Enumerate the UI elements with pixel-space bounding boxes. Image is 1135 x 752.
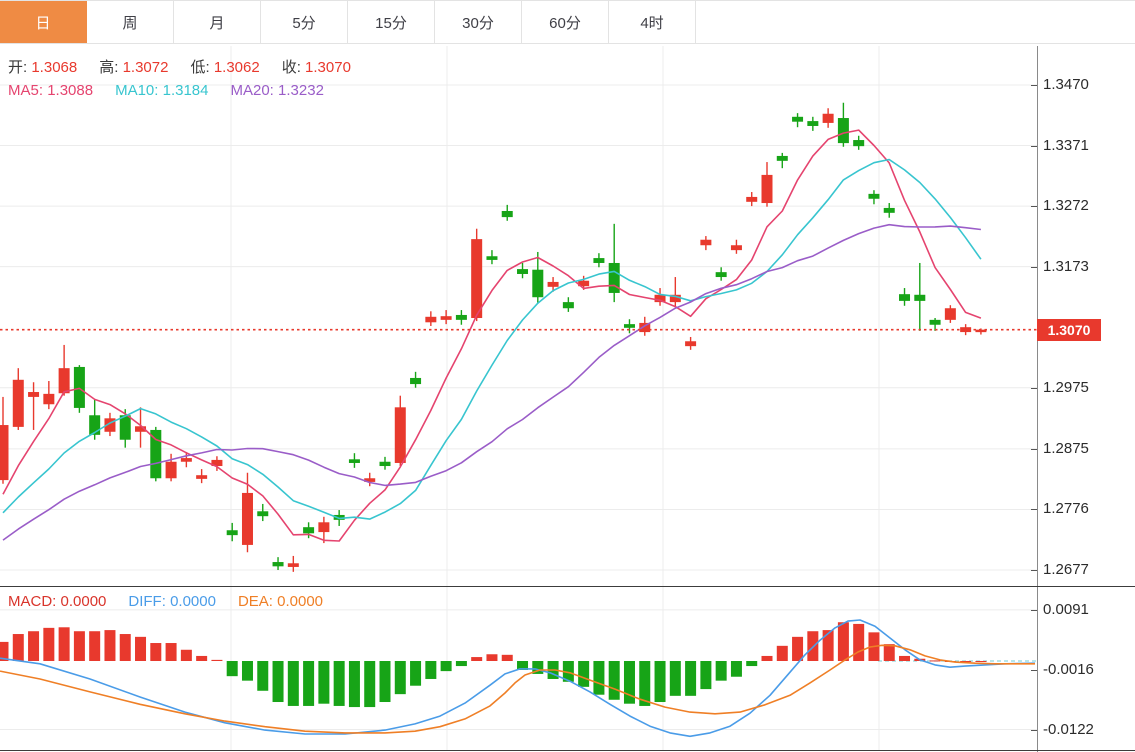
ma-legend: MA5: 1.3088 MA10: 1.3184 MA20: 1.3232	[8, 82, 346, 99]
tab-月[interactable]: 月	[174, 1, 261, 43]
legend-item: MA20: 1.3232	[230, 82, 324, 99]
price-label-1.2975: 1.2975	[1043, 378, 1089, 396]
tab-30分[interactable]: 30分	[435, 1, 522, 43]
gridlines	[0, 46, 1037, 750]
ma20-line	[2, 223, 981, 541]
axis-tick	[1031, 387, 1037, 389]
axis-tick	[1031, 448, 1037, 450]
axis-tick	[1031, 570, 1037, 571]
tab-5分[interactable]: 5分	[261, 1, 348, 43]
tab-60分[interactable]: 60分	[522, 1, 609, 43]
axis-tick	[1031, 145, 1037, 147]
legend-item: DIFF: 0.0000	[128, 593, 216, 610]
legend-item: 开: 1.3068	[8, 59, 78, 76]
legend-item: MA10: 1.3184	[115, 82, 209, 99]
price-axis-line	[1037, 46, 1038, 752]
timeframe-tabbar: 日周月 5分 15分 30分 60分 4时	[0, 0, 1135, 44]
price-label-1.3470: 1.3470	[1043, 76, 1089, 93]
tab-4时[interactable]: 4时	[609, 1, 696, 43]
dea-line	[0, 644, 1035, 734]
chart-area[interactable]: 开: 1.3068 高: 1.3072 低: 1.3062 收: 1.3070 MA5…	[0, 44, 1135, 752]
price-label-1.2875: 1.2875	[1043, 439, 1089, 457]
macd-label-0.0091: 0.0091	[1043, 600, 1089, 618]
macd-label--0.0016: -0.0016	[1043, 660, 1094, 678]
current-price-badge: 1.3070	[1037, 318, 1101, 341]
tab-15分[interactable]: 15分	[348, 1, 435, 43]
legend-item: DEA: 0.0000	[237, 593, 324, 610]
axis-tick	[1031, 509, 1037, 511]
panel-divider	[0, 586, 1135, 587]
diff-line	[0, 619, 1036, 738]
tab-日[interactable]: 日	[0, 1, 87, 43]
macd-histogram-layer	[0, 622, 987, 708]
axis-tick	[1031, 206, 1037, 208]
axis-tick	[1031, 85, 1037, 86]
legend-item: MA5: 1.3088	[8, 82, 94, 99]
ohlc-legend: 开: 1.3068 高: 1.3072 低: 1.3062 收: 1.3070	[8, 56, 373, 77]
ma10-line	[2, 158, 982, 520]
price-label-1.2677: 1.2677	[1043, 561, 1089, 578]
axis-tick	[1031, 729, 1037, 731]
candles-layer	[0, 102, 987, 572]
legend-item: 高: 1.3072	[99, 59, 169, 76]
tab-周[interactable]: 周	[87, 1, 174, 43]
bottom-border	[0, 750, 1135, 751]
axis-tick	[1031, 266, 1037, 268]
axis-tick	[1031, 609, 1037, 611]
price-label-1.3272: 1.3272	[1043, 197, 1089, 215]
legend-item: MACD: 0.0000	[8, 593, 107, 610]
macd-legend: MACD: 0.0000 DIFF: 0.0000 DEA: 0.0000	[8, 593, 345, 610]
price-label-1.3371: 1.3371	[1043, 136, 1089, 154]
legend-item: 低: 1.3062	[190, 59, 260, 76]
legend-item: 收: 1.3070	[281, 59, 351, 76]
kline-macd-canvas[interactable]	[0, 44, 1037, 752]
axis-tick	[1031, 669, 1037, 671]
ma5-line	[2, 129, 982, 542]
price-label-1.2776: 1.2776	[1043, 500, 1089, 518]
macd-label--0.0122: -0.0122	[1043, 720, 1094, 738]
tabbar-filler	[696, 1, 1135, 43]
price-label-1.3173: 1.3173	[1043, 257, 1089, 275]
